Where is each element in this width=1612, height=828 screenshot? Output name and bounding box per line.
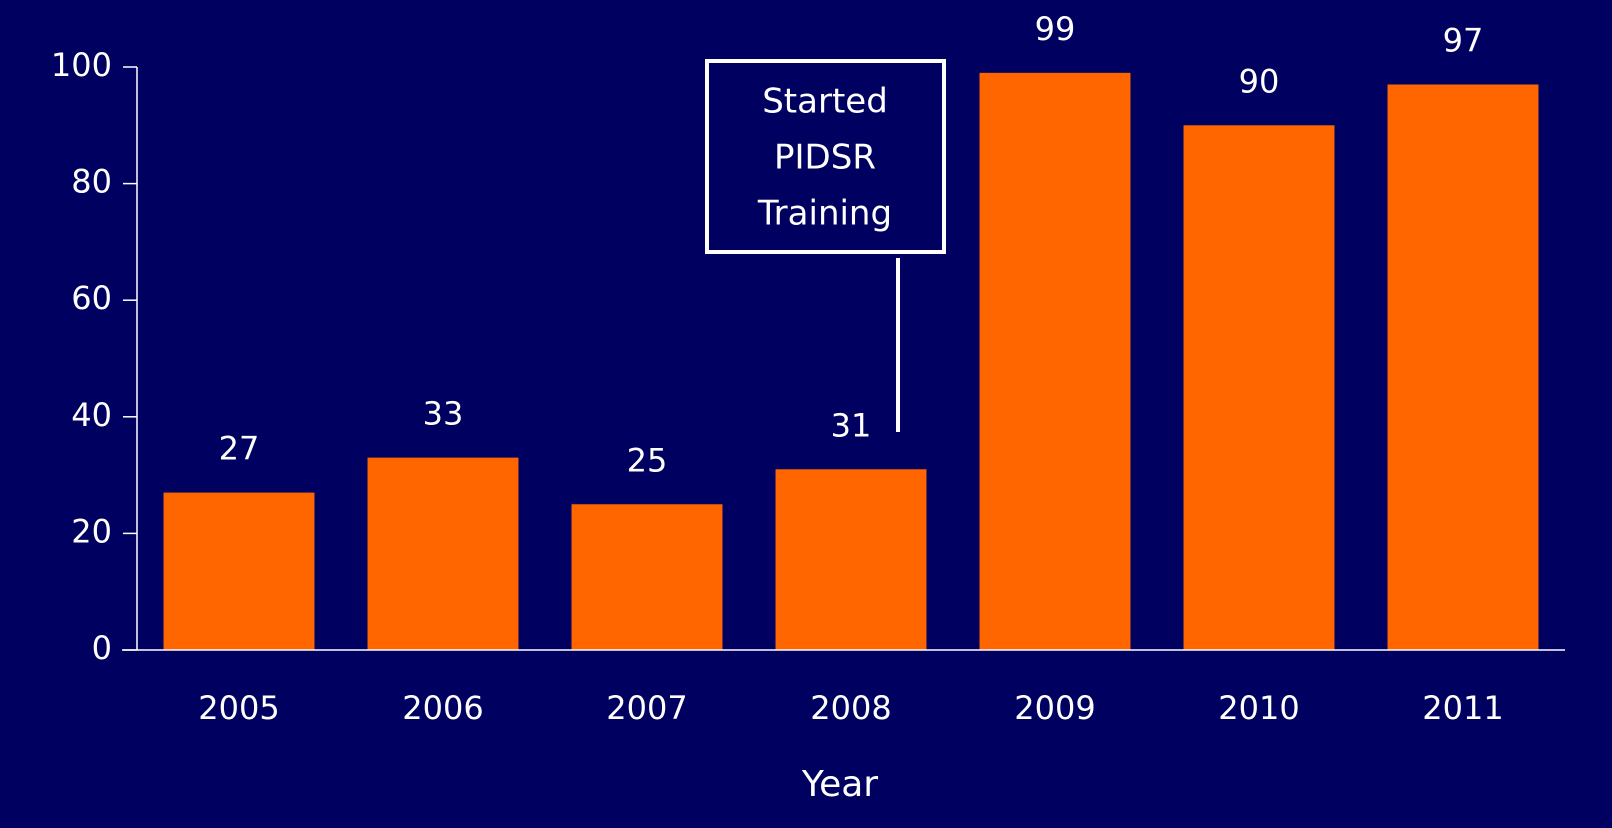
x-tick-label: 2011 <box>1422 689 1503 727</box>
annotation-box <box>705 59 946 254</box>
annotation-text: PIDSR <box>774 138 876 178</box>
x-tick-label: 2009 <box>1014 689 1095 727</box>
annotation-text: Started <box>762 82 888 122</box>
value-label: 99 <box>1035 10 1076 48</box>
y-tick-label: 100 <box>51 46 112 84</box>
x-tick-label: 2007 <box>606 689 687 727</box>
value-label: 27 <box>219 430 260 468</box>
x-tick-label: 2006 <box>402 689 483 727</box>
y-tick-label: 0 <box>92 629 112 667</box>
bar <box>163 492 315 650</box>
x-axis-title: Year <box>801 764 878 805</box>
y-tick-label: 20 <box>71 512 112 550</box>
x-tick-label: 2005 <box>198 689 279 727</box>
value-label: 25 <box>627 441 668 479</box>
bar <box>571 504 723 650</box>
x-tick-label: 2008 <box>810 689 891 727</box>
value-label: 31 <box>831 406 872 444</box>
bar <box>979 72 1131 650</box>
bar <box>1183 125 1335 651</box>
x-tick-label: 2010 <box>1218 689 1299 727</box>
annotation-text: Training <box>757 194 892 234</box>
value-label: 97 <box>1443 21 1484 59</box>
bar <box>775 469 927 650</box>
y-tick-label: 80 <box>71 163 112 201</box>
bar <box>1387 84 1539 651</box>
value-label: 90 <box>1239 62 1280 100</box>
y-tick-label: 40 <box>71 396 112 434</box>
value-label: 33 <box>423 395 464 433</box>
bar <box>367 457 519 650</box>
y-tick-label: 60 <box>71 279 112 317</box>
